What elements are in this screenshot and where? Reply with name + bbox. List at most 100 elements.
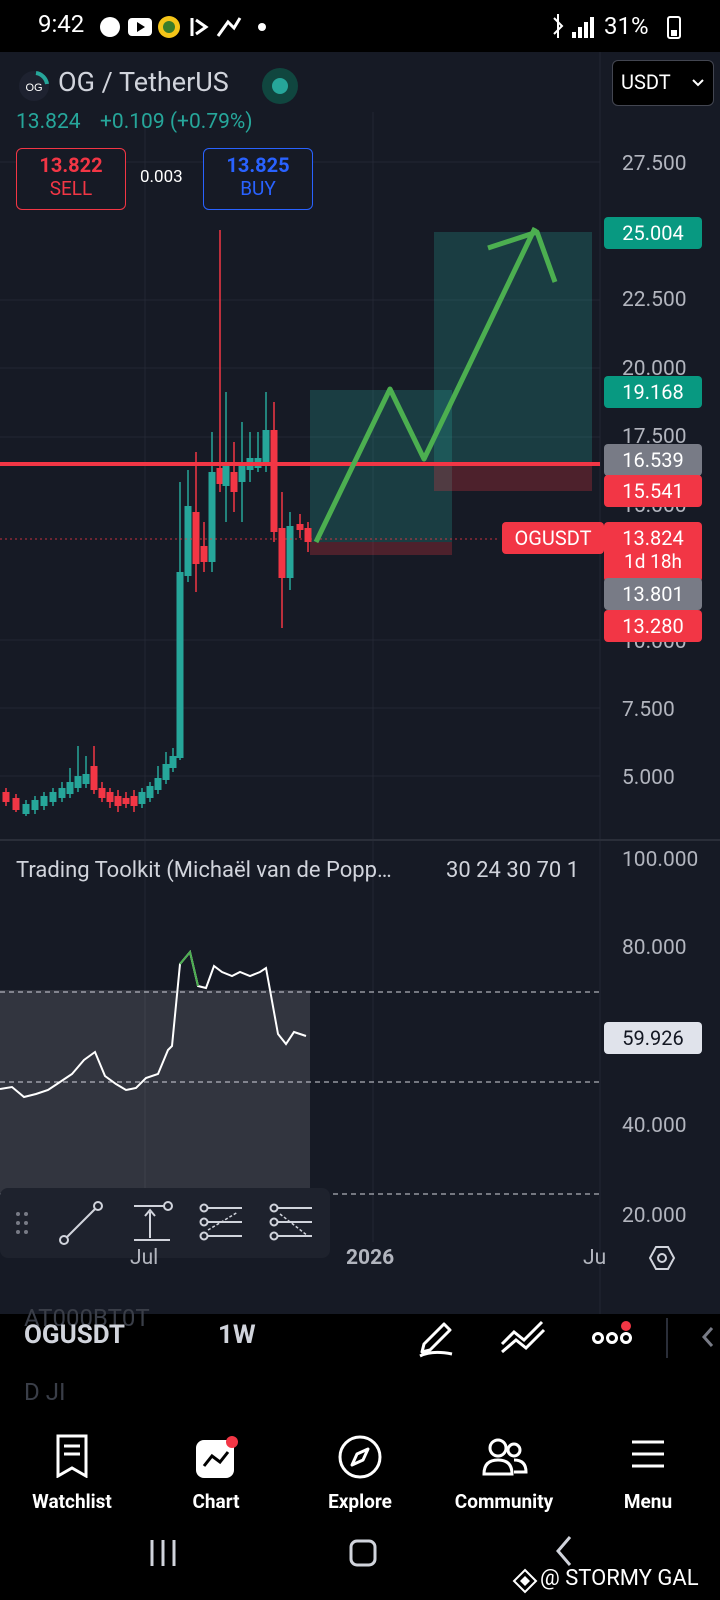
buy-price: 13.825 [226,153,290,177]
battery-icon [667,16,681,39]
toolbar-symbol[interactable]: OGUSDT [24,1320,125,1350]
indicator-tick: 40.000 [622,1114,687,1138]
price-change: +0.109 (+0.79%) [100,110,253,134]
candle-body [90,766,98,790]
measure-tool-icon[interactable] [130,1200,176,1246]
watermark-logo-icon [512,1568,538,1594]
chart-settings-icon[interactable] [648,1244,676,1272]
indicator-line [0,949,307,1099]
nav-watchlist[interactable]: Watchlist [0,1424,144,1514]
indicator-tick: 100.000 [622,848,699,872]
symbol-tag: OGUSDT [502,522,604,554]
more-options-icon[interactable] [592,1320,636,1350]
candle-body [138,792,146,804]
buy-label: BUY [240,177,276,200]
candle-body [40,796,48,806]
ghost-text: AT000BT0T [24,1304,150,1332]
nav-explore[interactable]: Explore [288,1424,432,1514]
sell-price: 13.822 [39,153,103,177]
current-price-value: 13.824 [622,526,684,550]
stop-price-label: 13.280 [604,610,702,642]
drag-handle-icon[interactable] [14,1210,32,1238]
status-time: 9:42 [38,10,85,38]
symbol-title[interactable]: OG / TetherUS [58,66,229,98]
market-status-indicator [262,68,298,104]
fib-retracement-tool-icon[interactable] [198,1200,246,1246]
candle-body [200,546,208,562]
line-price-label: 16.539 [604,444,702,476]
nav-community[interactable]: Community [432,1424,576,1514]
projection-path[interactable] [313,226,538,544]
candle-body [270,430,278,532]
target-position-loss-zone[interactable] [434,463,592,491]
candle-body [169,756,177,768]
arrow-head [487,229,558,283]
time-label: Jul [130,1246,159,1270]
chart-icon [196,1436,238,1478]
target-price-label: 25.004 [604,217,702,249]
candle-body [130,796,138,806]
candle-body [98,788,106,798]
currency-select[interactable]: USDT [612,60,714,106]
system-navigation-bar: @ STORMY GAL [0,1524,720,1600]
fib-extension-tool-icon[interactable] [268,1200,316,1246]
nav-menu[interactable]: Menu [576,1424,720,1514]
signal-icon [553,14,594,38]
home-icon[interactable] [348,1538,378,1568]
candle-body [238,462,246,482]
candle-body [122,798,130,804]
candle-body [74,776,82,788]
nav-chart[interactable]: Chart [144,1424,288,1514]
candle-body [176,572,184,758]
entry-price-label: 19.168 [604,376,702,408]
candle-body [184,506,192,576]
nav-label: Explore [328,1490,392,1513]
currency-select-value: USDT [621,70,671,94]
indicator-value-label: 59.926 [604,1022,702,1054]
target-position-profit-zone[interactable] [434,232,592,463]
collapse-arrow-icon[interactable] [700,1324,716,1350]
candle-body [216,468,224,484]
candle-body [82,774,90,784]
ghost-text: D JI [24,1378,66,1406]
recent-apps-icon[interactable] [148,1538,178,1568]
stop-level-label: 15.541 [604,475,702,507]
candle-body [286,526,294,578]
current-price-label: 13.824 1d 18h [604,522,702,582]
notification-icons [100,16,266,38]
chevron-down-icon [692,79,704,87]
candle-body [230,472,238,492]
battery-percent: 31% [604,12,649,40]
spread-value: 0.003 [140,167,183,187]
back-icon[interactable] [552,1534,576,1568]
candle-body [106,792,114,802]
trend-line-tool-icon[interactable] [58,1200,104,1246]
long-position-loss-zone[interactable] [310,542,452,555]
candlestick-series [2,230,312,816]
candle-body [304,528,312,542]
indicator-params: 30 24 30 70 1 [446,858,580,883]
compass-icon [338,1435,382,1479]
price-tick: 27.500 [622,152,687,176]
time-label: 2026 [346,1246,395,1270]
low-marker-label: 13.801 [604,578,702,610]
candle-body [208,472,216,562]
candle-body [278,528,286,578]
community-icon [482,1438,528,1476]
toolbar-interval[interactable]: 1W [218,1320,256,1350]
bar-countdown: 1d 18h [624,550,682,573]
candle-body [22,804,30,814]
candle-body [146,786,154,798]
watermark: @ STORMY GAL [540,1566,699,1591]
nav-label: Community [454,1490,554,1513]
price-tick: 22.500 [622,288,687,312]
candle-body [2,792,10,802]
chart-area[interactable]: OG OG / TetherUS 13.824 +0.109 (+0.79%) … [0,52,720,1314]
nav-label: Chart [192,1490,240,1513]
indicator-title[interactable]: Trading Toolkit (Michaël van de Popp… [16,858,392,883]
candle-body [222,466,230,486]
indicators-icon[interactable] [500,1318,546,1354]
draw-pencil-icon[interactable] [416,1314,456,1358]
buy-button[interactable]: 13.825 BUY [203,148,313,210]
sell-button[interactable]: 13.822 SELL [16,148,126,210]
